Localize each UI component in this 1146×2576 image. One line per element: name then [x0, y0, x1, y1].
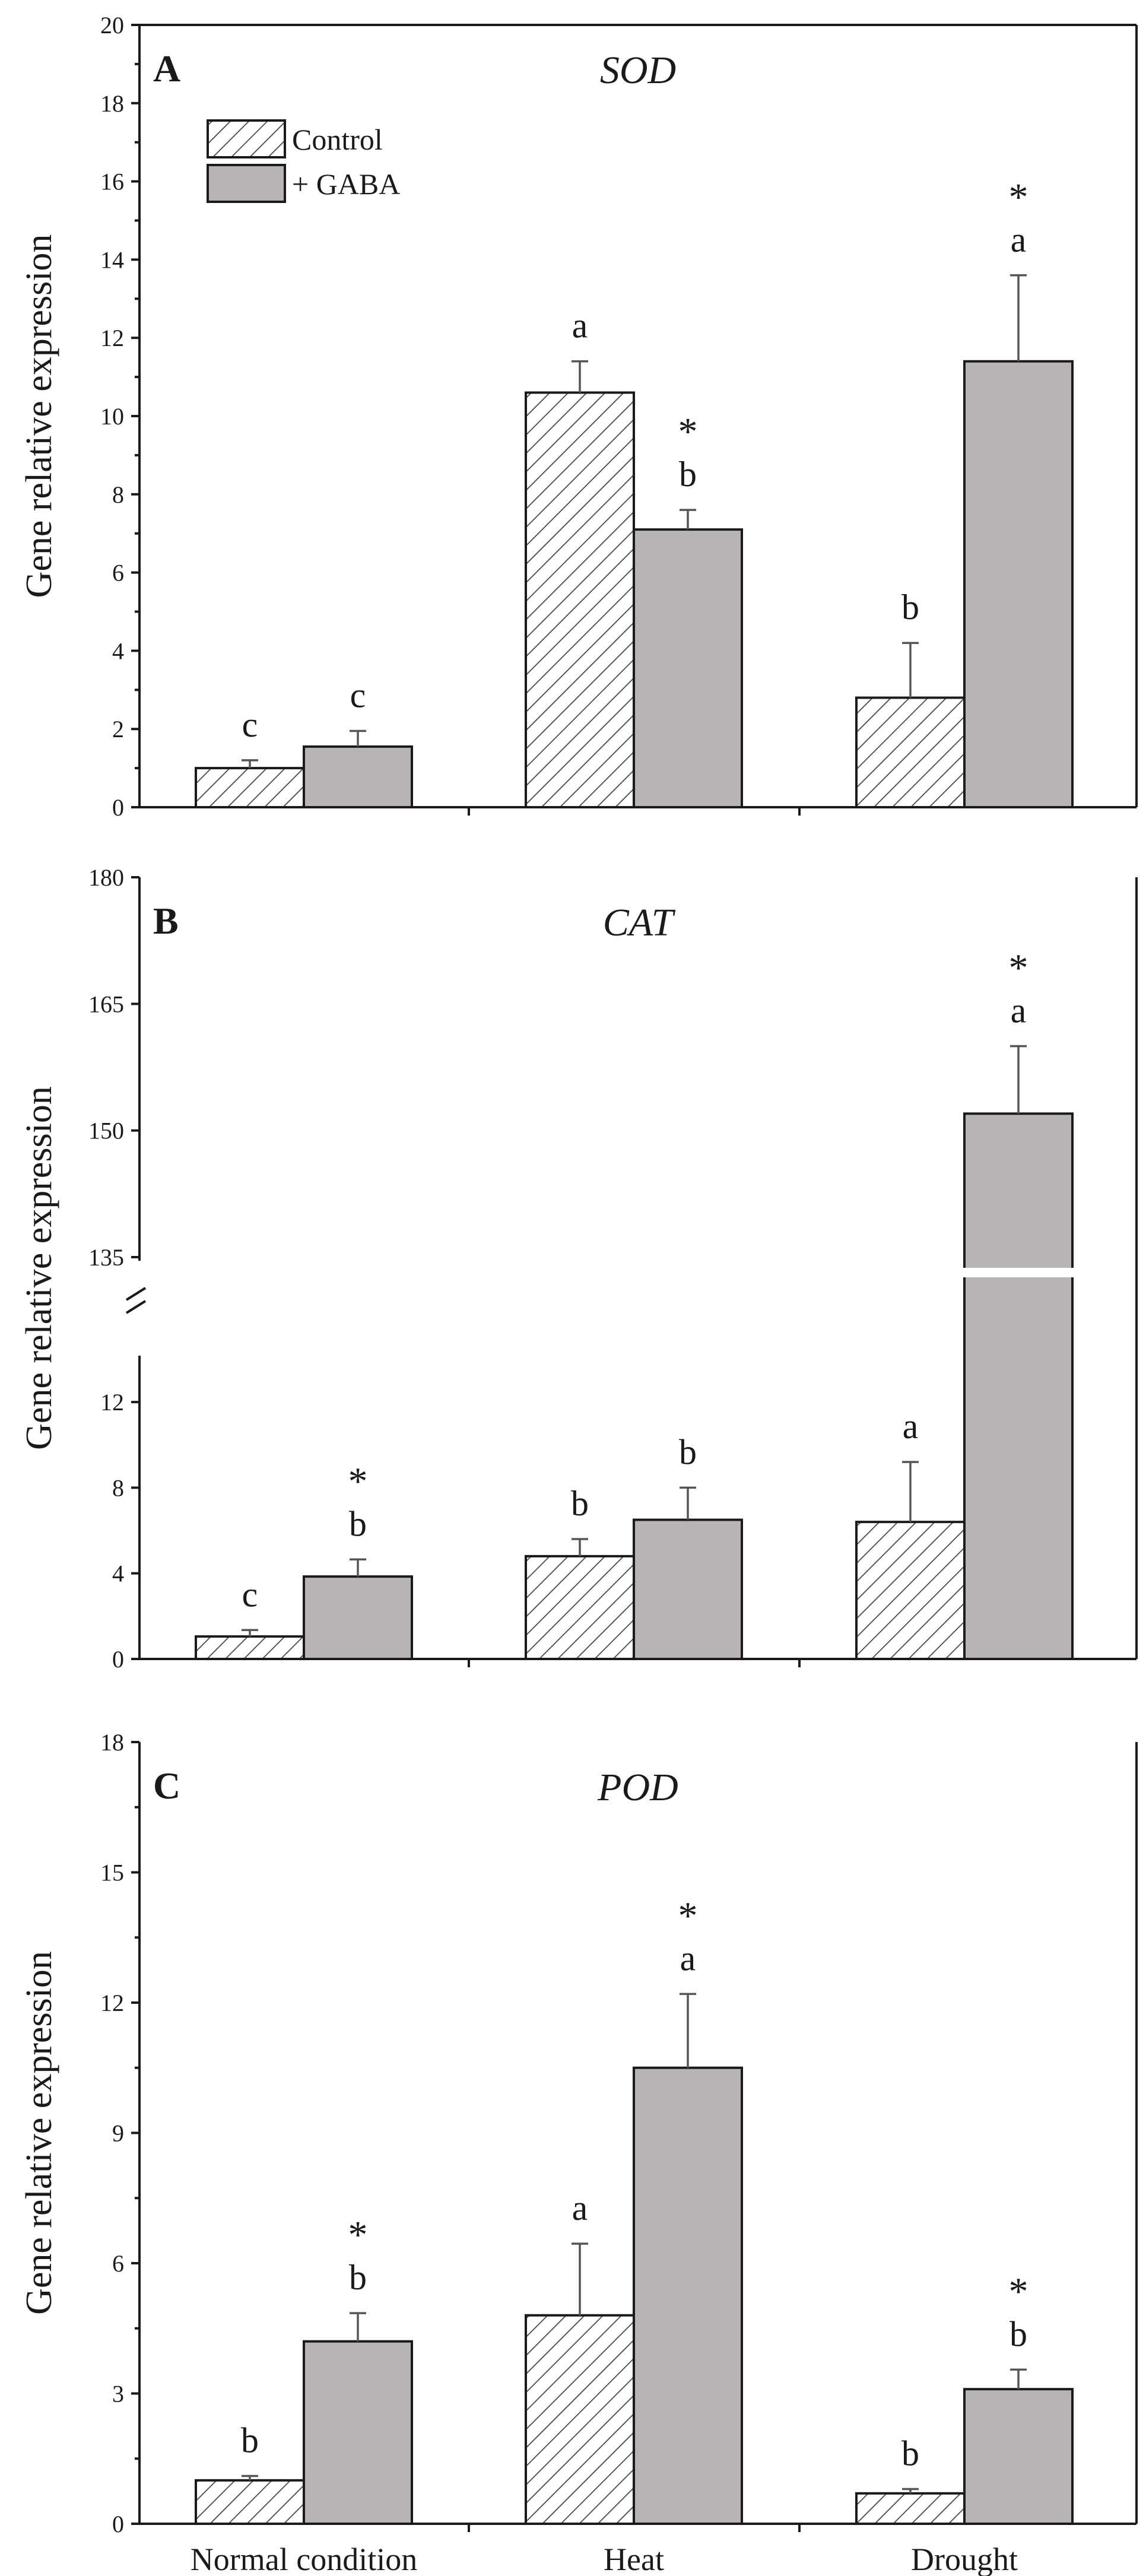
panel-c-ytick-label: 12 [100, 1990, 124, 2016]
panel-a-ytick-label: 8 [112, 481, 124, 508]
panel-c-ytick-label: 18 [100, 1729, 124, 1756]
panel-b-ytick-label: 0 [112, 1646, 124, 1673]
panel-a-ytick-label: 20 [100, 12, 124, 39]
panel-a-gaba-bar [963, 360, 1074, 808]
x-label-normal: Normal condition [191, 2542, 417, 2576]
panel-a-ytick-label: 0 [112, 794, 124, 821]
panel-a-ytick-label: 10 [100, 403, 124, 430]
panel-c-sig-letter: a [680, 1939, 696, 1978]
panel-c-gaba-bar [963, 2388, 1074, 2526]
panel-c-ylabel: Gene relative expression [19, 1951, 59, 2315]
panel-c-sig-letter: a [572, 2188, 588, 2228]
panel-b-control-bar [525, 1555, 635, 1661]
panel-c-gaba-bar [633, 2066, 743, 2525]
panel-b-ytick-label: 180 [88, 864, 124, 891]
panel-a-sig-letter: b [679, 455, 697, 494]
panel-b-sig-letter: c [242, 1575, 258, 1614]
panel-b-ytick-label: 165 [88, 991, 124, 1017]
panel-b-sig-star: * [348, 1460, 368, 1503]
panel-c-ytick-label: 3 [112, 2381, 124, 2407]
panel-b-sig-letter: a [903, 1407, 919, 1446]
panel-a-ytick-label: 18 [100, 90, 124, 117]
panel-a-sig-letter: c [242, 705, 258, 744]
panel-b-bar-break-gap [963, 1268, 1074, 1277]
legend-control-swatch [207, 119, 286, 158]
panel-b-ytick-label: 12 [100, 1389, 124, 1416]
panel-c-control-bar [195, 2479, 305, 2526]
panel-b-ytick-label: 150 [88, 1118, 124, 1144]
panel-c: 0 3 6 9 12 15 18 POD C Gene relative expression b a… [19, 1729, 1138, 2537]
panel-c-gaba-bar [303, 2340, 413, 2525]
panel-c-ytick-label: 15 [100, 1860, 124, 1886]
legend: Control + GABA [207, 119, 400, 203]
panel-b-sig-letter: b [679, 1432, 697, 1471]
legend-gaba-label: + GABA [292, 167, 400, 201]
panel-a-ytick-label: 2 [112, 716, 124, 743]
panel-b-ytick-label: 4 [112, 1560, 124, 1587]
panel-b-sig-letter: b [349, 1504, 367, 1543]
panel-a-control-bar [525, 391, 635, 808]
panel-c-ytick-label: 6 [112, 2250, 124, 2277]
panel-a-sig-letter: c [350, 675, 366, 715]
panel-b-gaba-bar [633, 1518, 743, 1660]
panel-b-ytick-label: 135 [88, 1244, 124, 1271]
panel-c-letter: C [153, 1765, 180, 1807]
x-label-heat: Heat [604, 2542, 664, 2576]
panel-c-ytick-label: 9 [112, 2120, 124, 2147]
panel-a-gaba-bar [633, 528, 743, 808]
panel-c-sig-letter: b [1010, 2314, 1027, 2353]
panel-c-sig-star: * [348, 2213, 368, 2257]
panel-c-sig-star: * [1009, 2270, 1028, 2313]
panel-b-ylabel: Gene relative expression [19, 1086, 59, 1450]
panel-b-break-mark [125, 1300, 147, 1314]
panel-b-gaba-bar [303, 1575, 413, 1660]
panel-c-sig-letter: b [241, 2421, 259, 2460]
panel-b-ytick-label: 8 [112, 1474, 124, 1501]
panel-b-letter: B [153, 900, 179, 942]
panel-c-control-bar [855, 2492, 966, 2525]
panel-a-sig-letter: a [1011, 220, 1027, 259]
panel-a-ytick-label: 4 [112, 637, 124, 664]
panel-a-sig-star: * [1009, 176, 1028, 219]
panel-b-title: CAT [603, 901, 676, 944]
panel-a-ytick-label: 12 [100, 325, 124, 351]
panel-a-ytick-label: 14 [100, 246, 124, 273]
legend-control-label: Control [292, 123, 383, 156]
panel-a-control-bar [855, 696, 966, 808]
panel-c-ytick-label: 0 [112, 2511, 124, 2537]
panel-b: 0 4 8 12 135 150 165 180 CAT B Gene relative expre… [19, 864, 1138, 1673]
panel-a-sig-letter: b [901, 588, 919, 627]
panel-b-axis-gap [136, 1261, 143, 1356]
legend-gaba-swatch [207, 164, 286, 203]
panel-a-ytick-label: 6 [112, 560, 124, 586]
panel-a-control-bar [195, 767, 305, 808]
panel-a-sig-letter: a [572, 306, 588, 345]
panel-b-sig-star: * [1009, 946, 1028, 989]
x-label-drought: Drought [911, 2542, 1018, 2576]
panel-c-control-bar [525, 2314, 635, 2526]
panel-b-sig-letter: a [1011, 991, 1027, 1030]
panel-a-sig-star: * [678, 410, 698, 453]
panel-c-sig-letter: b [901, 2434, 919, 2473]
panel-b-break-mark [125, 1287, 147, 1301]
panel-a-title: SOD [600, 49, 676, 92]
panel-c-sig-letter: b [349, 2258, 367, 2297]
plot-root: 0 2 4 6 8 10 12 14 16 18 20 SOD A Gene relative expre… [19, 12, 1138, 2537]
panel-a-gaba-bar [303, 745, 413, 808]
panel-b-sig-letter: b [571, 1484, 589, 1523]
panel-c-sig-star: * [678, 1894, 698, 1937]
panel-a-letter: A [153, 47, 180, 90]
panel-b-control-bar [855, 1521, 966, 1660]
panel-c-title: POD [597, 1766, 678, 1809]
panel-a: 0 2 4 6 8 10 12 14 16 18 20 SOD A Gene relative expre… [19, 12, 1138, 821]
panel-b-control-bar [195, 1635, 305, 1660]
panel-a-ytick-label: 16 [100, 169, 124, 195]
panel-a-ylabel: Gene relative expression [19, 234, 59, 598]
panel-b-gaba-bar [963, 1112, 1074, 1660]
